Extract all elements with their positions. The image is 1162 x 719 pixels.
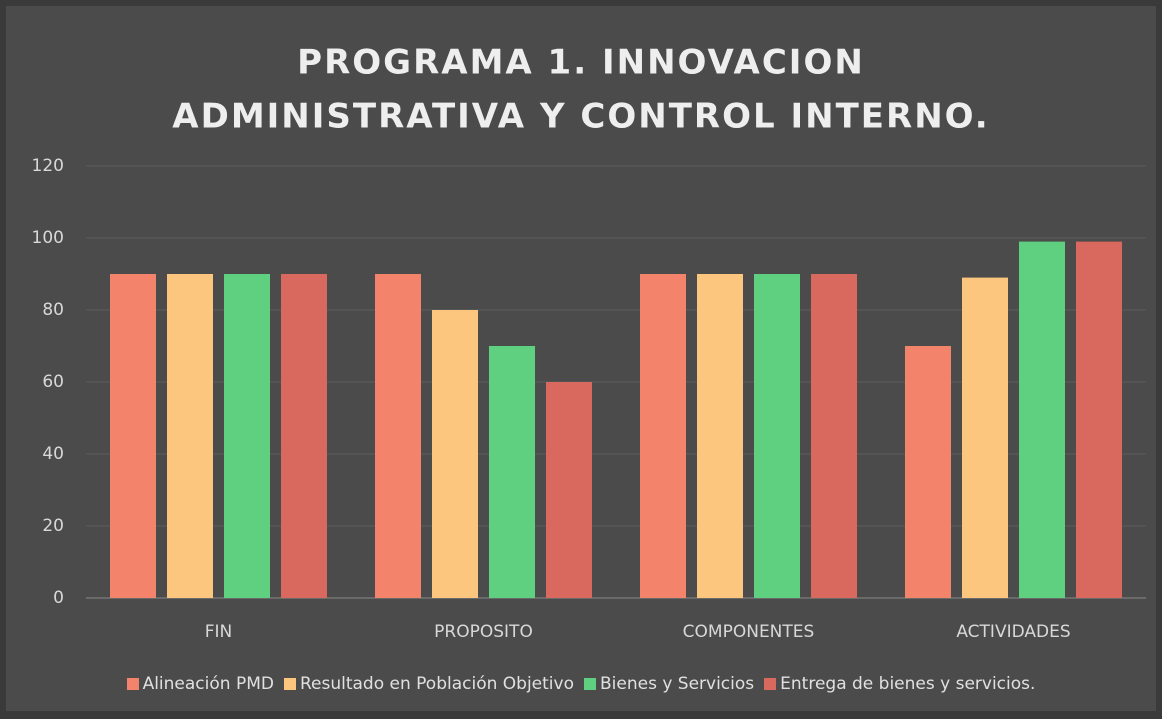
- chart-title: PROGRAMA 1. INNOVACION: [297, 43, 865, 83]
- bar: [224, 274, 270, 598]
- bar: [1019, 241, 1065, 598]
- bar: [546, 382, 592, 598]
- y-tick-label: 120: [32, 156, 64, 176]
- legend-label: Resultado en Población Objetivo: [299, 674, 574, 694]
- bar: [754, 274, 800, 598]
- legend-item: Bienes y Servicios: [583, 674, 755, 694]
- legend-swatch: [764, 678, 777, 690]
- x-tick-label: ACTIVIDADES: [956, 622, 1070, 642]
- legend-swatch: [283, 678, 296, 690]
- bar: [811, 274, 857, 598]
- bar: [432, 310, 478, 598]
- bar: [905, 346, 951, 598]
- bar: [640, 274, 686, 598]
- legend-item: Resultado en Población Objetivo: [283, 674, 574, 694]
- bar: [375, 274, 421, 598]
- bar: [1076, 241, 1122, 598]
- legend-swatch: [126, 678, 139, 690]
- legend: Alineación PMD Resultado en Población Obj…: [6, 674, 1156, 694]
- x-tick-label: PROPOSITO: [434, 622, 533, 642]
- legend-item: Entrega de bienes y servicios.: [764, 674, 1035, 694]
- bar: [489, 346, 535, 598]
- chart-title: ADMINISTRATIVA Y CONTROL INTERNO.: [172, 97, 989, 137]
- y-tick-label: 60: [42, 372, 64, 392]
- bar: [110, 274, 156, 598]
- y-tick-label: 0: [53, 588, 64, 608]
- chart: PROGRAMA 1. INNOVACION ADMINISTRATIVA Y …: [6, 6, 1156, 711]
- y-tick-label: 20: [42, 516, 64, 536]
- bar: [962, 277, 1008, 598]
- x-tick-label: FIN: [205, 622, 233, 642]
- y-tick-label: 40: [42, 444, 64, 464]
- bar: [281, 274, 327, 598]
- y-tick-label: 100: [32, 228, 64, 248]
- bar: [697, 274, 743, 598]
- x-tick-label: COMPONENTES: [683, 622, 815, 642]
- legend-label: Alineación PMD: [142, 674, 274, 694]
- legend-swatch: [583, 678, 596, 690]
- legend-label: Bienes y Servicios: [599, 674, 755, 694]
- y-tick-label: 80: [42, 300, 64, 320]
- legend-label: Entrega de bienes y servicios.: [780, 674, 1036, 694]
- legend-item: Alineación PMD: [126, 674, 274, 694]
- plot: PROGRAMA 1. INNOVACION ADMINISTRATIVA Y …: [32, 43, 1146, 642]
- bar: [167, 274, 213, 598]
